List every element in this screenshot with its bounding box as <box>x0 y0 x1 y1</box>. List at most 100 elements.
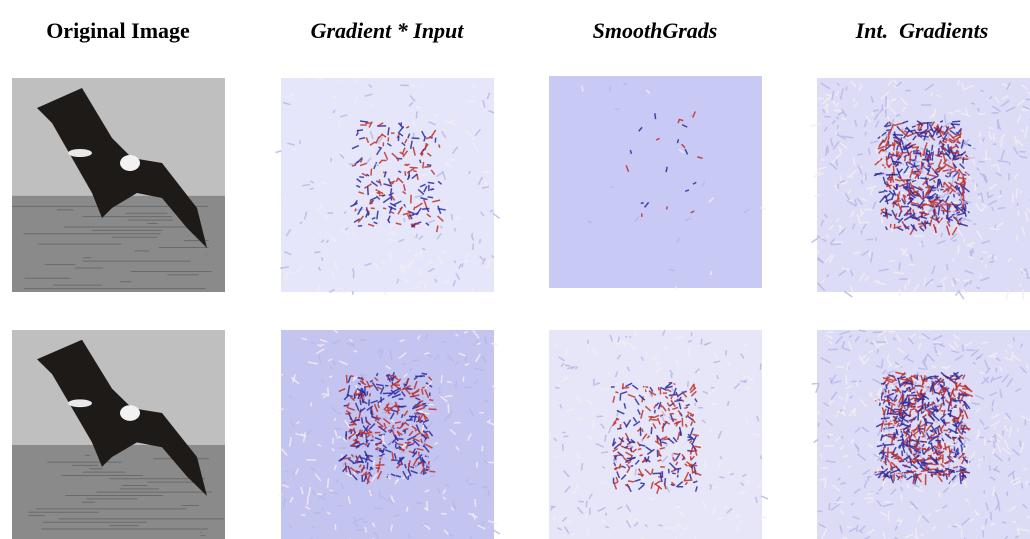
attribution-stroke <box>391 194 392 201</box>
attribution-stroke <box>937 473 938 477</box>
attribution-stroke <box>818 423 819 427</box>
attribution-stroke <box>846 375 847 384</box>
attribution-stroke <box>352 165 356 166</box>
attribution-stroke <box>465 355 466 361</box>
attribution-stroke <box>847 527 852 528</box>
attribution-stroke <box>963 201 971 202</box>
attribution-stroke <box>413 171 417 172</box>
attribution-stroke <box>373 160 374 164</box>
attribution-stroke <box>948 144 949 152</box>
attribution-stroke <box>597 416 604 417</box>
attribution-stroke <box>849 200 853 201</box>
attribution-stroke <box>310 188 314 189</box>
attribution-stroke <box>701 339 702 345</box>
attribution-stroke <box>982 342 988 343</box>
attribution-stroke <box>908 398 909 407</box>
attribution-stroke <box>667 206 668 209</box>
attribution-stroke <box>422 403 426 404</box>
attribution-stroke <box>404 218 405 222</box>
attribution-stroke <box>885 457 886 463</box>
attribution-stroke <box>962 389 968 390</box>
attribution-stroke <box>367 462 368 469</box>
attribution-stroke <box>881 418 890 419</box>
attribution-stroke <box>971 250 972 256</box>
attribution-stroke <box>909 183 910 187</box>
attribution-stroke <box>469 171 470 174</box>
original-image <box>12 78 225 292</box>
attribution-stroke <box>317 79 324 80</box>
attribution-stroke <box>936 440 941 441</box>
attribution-stroke <box>456 380 457 389</box>
attribution-stroke <box>328 478 329 488</box>
attribution-stroke <box>355 208 356 211</box>
attribution-stroke <box>973 248 974 253</box>
attribution-stroke <box>1020 440 1021 447</box>
attribution-stroke <box>300 140 301 143</box>
attribution-stroke <box>420 160 421 163</box>
attribution-stroke <box>951 124 960 125</box>
attribution-stroke <box>878 441 879 444</box>
attribution-stroke <box>950 396 951 400</box>
attribution-stroke <box>429 400 433 401</box>
attribution-stroke <box>550 433 551 438</box>
map-background <box>281 330 494 539</box>
attribution-stroke <box>913 151 920 152</box>
attribution-stroke <box>285 471 288 472</box>
attribution-stroke <box>954 194 955 198</box>
attribution-stroke <box>864 498 874 499</box>
attribution-stroke <box>995 426 996 429</box>
attribution-stroke <box>828 349 838 350</box>
attribution-stroke <box>391 188 392 193</box>
attribution-stroke <box>861 209 862 214</box>
attribution-stroke <box>374 508 383 509</box>
attribution-stroke <box>938 452 942 453</box>
attribution-stroke <box>939 344 942 345</box>
attribution-stroke <box>655 113 656 119</box>
attribution-stroke <box>436 206 437 209</box>
attribution-stroke <box>284 481 285 484</box>
attribution-stroke <box>726 350 727 355</box>
attribution-stroke <box>654 388 655 391</box>
attribution-stroke <box>462 263 463 267</box>
attribution-stroke <box>1026 99 1030 100</box>
column-header: Int. Gradients <box>855 18 989 43</box>
attribution-stroke <box>423 162 424 168</box>
attribution-stroke <box>919 226 922 227</box>
attribution-stroke <box>907 181 908 190</box>
attribution-stroke <box>444 396 452 397</box>
attribution-stroke <box>379 491 380 499</box>
attribution-stroke <box>428 197 434 198</box>
attribution-stroke <box>382 412 388 413</box>
attribution-stroke <box>657 438 658 442</box>
attribution-stroke <box>921 409 922 413</box>
attribution-stroke <box>422 249 425 250</box>
attribution-stroke <box>422 373 428 374</box>
attribution-stroke <box>886 384 887 389</box>
attribution-stroke <box>343 463 344 467</box>
attribution-stroke <box>1003 430 1004 435</box>
attribution-stroke <box>633 394 638 395</box>
attribution-stroke <box>893 142 894 145</box>
attribution-stroke <box>370 393 371 396</box>
attribution-stroke <box>976 287 979 288</box>
attribution-stroke <box>980 90 983 91</box>
map-background <box>549 330 762 539</box>
attribution-stroke <box>922 450 923 454</box>
saliency-map <box>549 330 768 539</box>
attribution-stroke <box>406 420 413 421</box>
attribution-stroke <box>359 177 364 178</box>
attribution-stroke <box>688 381 689 387</box>
attribution-stroke <box>945 423 950 424</box>
attribution-stroke <box>424 166 431 167</box>
attribution-stroke <box>350 376 354 377</box>
attribution-stroke <box>635 469 636 476</box>
attribution-stroke <box>941 233 942 237</box>
attribution-stroke <box>913 154 921 155</box>
attribution-stroke <box>983 530 984 537</box>
attribution-stroke <box>827 145 828 153</box>
attribution-stroke <box>879 192 885 193</box>
attribution-stroke <box>884 444 894 445</box>
attribution-stroke <box>369 399 370 405</box>
column-header: Gradient * Input <box>311 18 465 43</box>
eagle-tail <box>68 399 92 407</box>
